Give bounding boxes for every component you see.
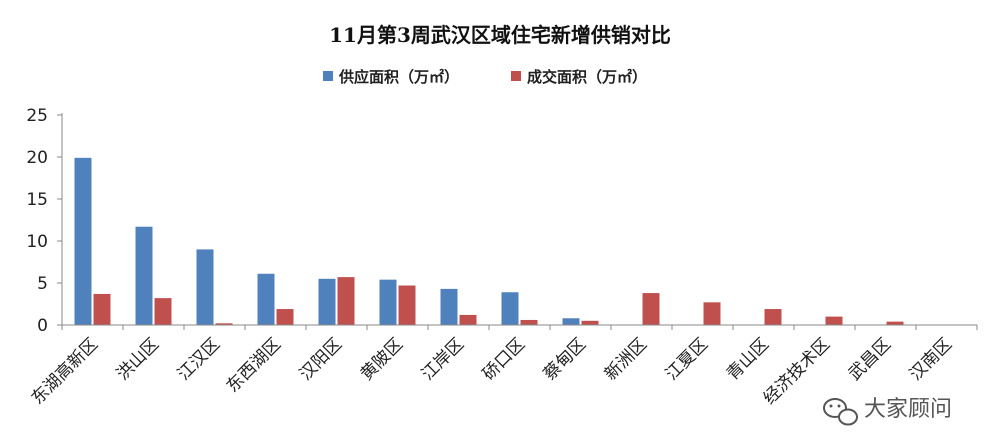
x-tick-label: 武昌区 bbox=[845, 334, 895, 384]
x-tick-label: 汉南区 bbox=[906, 334, 956, 384]
bars bbox=[74, 157, 904, 325]
bar-supply-6 bbox=[440, 288, 458, 325]
bar-supply-8 bbox=[562, 318, 580, 325]
y-tick-label: 20 bbox=[26, 148, 48, 168]
bar-supply-7 bbox=[501, 292, 519, 325]
bar-sales-8 bbox=[581, 320, 599, 325]
bar-sales-7 bbox=[520, 319, 538, 325]
bar-sales-2 bbox=[215, 323, 233, 325]
legend-swatch-supply bbox=[323, 71, 333, 81]
y-axis: 0 5 10 15 20 25 bbox=[26, 106, 63, 336]
x-tick-label: 青山区 bbox=[723, 334, 773, 384]
y-tick-label: 25 bbox=[26, 106, 48, 126]
bar-sales-13 bbox=[886, 321, 904, 325]
bar-supply-0 bbox=[74, 157, 92, 325]
bar-sales-10 bbox=[703, 302, 721, 325]
x-tick-label: 江汉区 bbox=[174, 334, 224, 384]
bar-sales-0 bbox=[93, 293, 111, 325]
bar-supply-1 bbox=[135, 226, 153, 325]
legend-label-sales: 成交面积（万㎡） bbox=[527, 68, 647, 86]
wechat-icon bbox=[823, 398, 858, 426]
x-tick-label: 东湖高新区 bbox=[28, 334, 102, 408]
legend-label-supply: 供应面积（万㎡） bbox=[338, 68, 459, 86]
x-tick-label: 江岸区 bbox=[418, 334, 468, 384]
bar-sales-12 bbox=[825, 316, 843, 325]
bar-sales-9 bbox=[642, 293, 660, 325]
bar-sales-4 bbox=[337, 277, 355, 325]
x-tick-label: 经济技术区 bbox=[760, 334, 834, 408]
bar-sales-3 bbox=[276, 309, 294, 325]
bar-supply-5 bbox=[379, 279, 397, 325]
y-tick-label: 5 bbox=[37, 274, 48, 294]
y-tick-label: 15 bbox=[26, 190, 48, 210]
bar-sales-11 bbox=[764, 309, 782, 325]
x-tick-label: 洪山区 bbox=[113, 334, 163, 384]
x-tick-label: 汉阳区 bbox=[296, 334, 346, 384]
watermark: 大家顾问 bbox=[823, 397, 952, 426]
y-tick-label: 10 bbox=[26, 232, 48, 252]
bar-supply-4 bbox=[318, 278, 336, 325]
x-tick-label: 黄陂区 bbox=[357, 334, 407, 384]
watermark-text: 大家顾问 bbox=[864, 397, 952, 422]
y-tick-label: 0 bbox=[37, 316, 48, 336]
chart-title: 11月第3周武汉区域住宅新增供销对比 bbox=[329, 23, 671, 47]
bar-supply-2 bbox=[196, 249, 214, 325]
x-tick-label: 新洲区 bbox=[601, 334, 651, 384]
bar-sales-1 bbox=[154, 298, 172, 325]
x-tick-label: 江夏区 bbox=[662, 334, 712, 384]
bar-supply-3 bbox=[257, 273, 275, 325]
legend-swatch-sales bbox=[511, 71, 521, 81]
x-tick-label: 东西湖区 bbox=[223, 334, 285, 396]
legend: 供应面积（万㎡） 成交面积（万㎡） bbox=[323, 68, 647, 86]
bar-sales-6 bbox=[459, 314, 477, 325]
bar-sales-5 bbox=[398, 285, 416, 325]
x-tick-label: 硚口区 bbox=[479, 334, 529, 384]
x-tick-label: 蔡甸区 bbox=[540, 334, 590, 384]
